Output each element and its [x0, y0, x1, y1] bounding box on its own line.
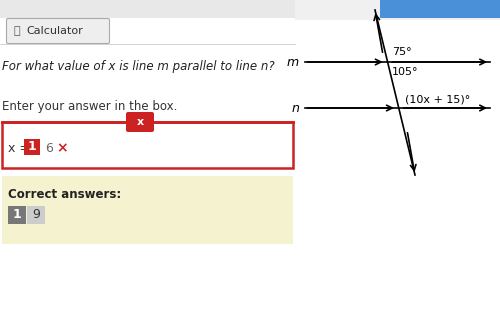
- Text: 105°: 105°: [392, 67, 418, 77]
- Bar: [295, 20, 500, 313]
- Text: m: m: [287, 55, 299, 69]
- Text: 9: 9: [32, 208, 40, 222]
- FancyBboxPatch shape: [2, 122, 293, 168]
- FancyBboxPatch shape: [126, 112, 154, 132]
- Bar: [0, 0, 295, 313]
- Text: (10x + 15)°: (10x + 15)°: [405, 94, 470, 104]
- Text: ×: ×: [56, 141, 68, 155]
- Bar: [0, 0, 295, 18]
- Text: ⌹: ⌹: [14, 26, 20, 36]
- Text: n: n: [291, 101, 299, 115]
- Text: For what value of x is line m parallel to line n?: For what value of x is line m parallel t…: [2, 60, 274, 73]
- Text: 6: 6: [45, 141, 53, 155]
- Text: Calculator: Calculator: [26, 26, 83, 36]
- Bar: [8, 206, 26, 224]
- Bar: [2, 176, 293, 244]
- Text: x: x: [136, 117, 143, 127]
- Text: x =: x =: [8, 141, 30, 155]
- Text: Enter your answer in the box.: Enter your answer in the box.: [2, 100, 178, 113]
- Text: 75°: 75°: [392, 47, 411, 57]
- Text: Correct answers:: Correct answers:: [8, 188, 121, 201]
- FancyBboxPatch shape: [6, 18, 110, 44]
- Text: 1: 1: [12, 208, 22, 222]
- Text: 1: 1: [28, 141, 36, 153]
- Bar: [380, 0, 500, 18]
- Bar: [24, 139, 40, 155]
- Bar: [27, 206, 45, 224]
